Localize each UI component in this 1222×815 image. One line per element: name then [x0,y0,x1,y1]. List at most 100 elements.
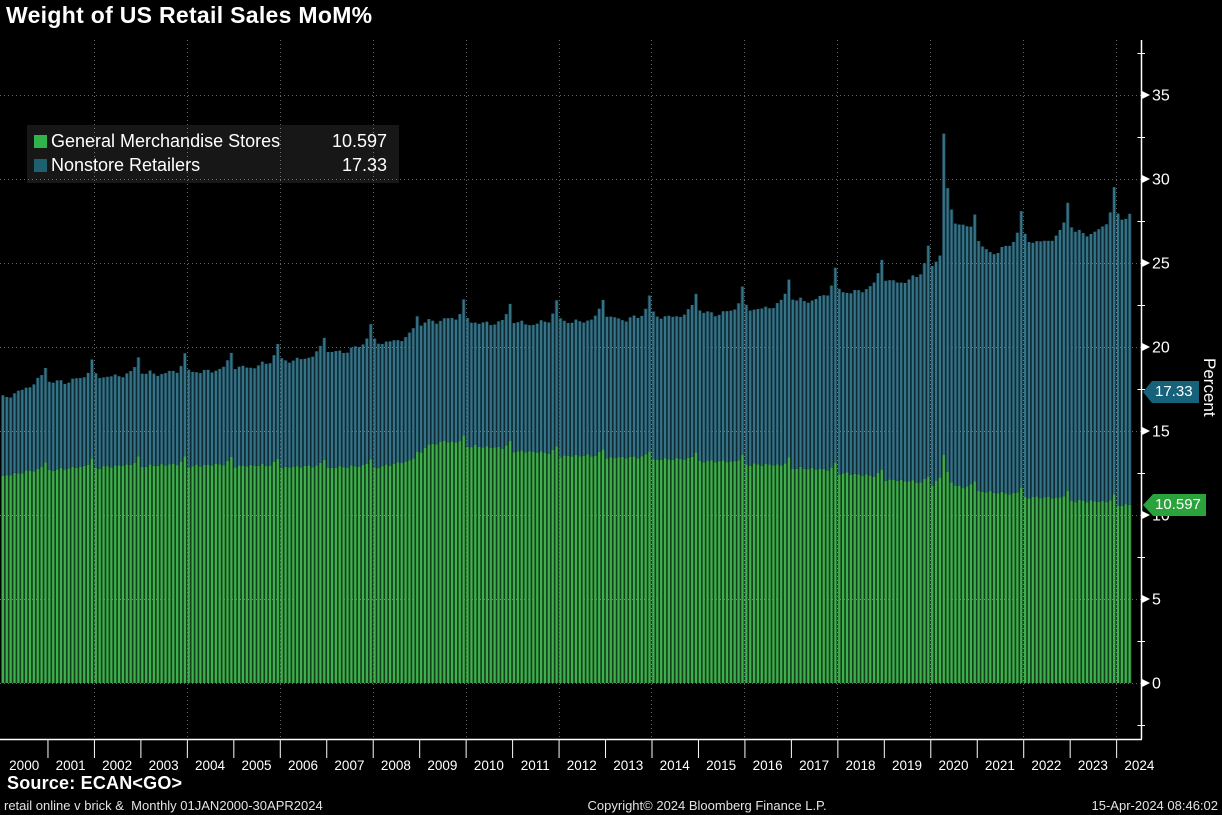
last-value-badge-general-merchandise: 10.597 [1143,494,1206,516]
bar-segment [842,473,845,683]
bar-segment [404,337,407,462]
bar-segment [52,382,55,471]
bar-segment [1078,229,1081,500]
bar-segment [1016,232,1019,493]
bar-segment [141,373,144,467]
x-axis-year-label: 2024 [1124,758,1155,773]
bar-segment [555,300,558,447]
bar-segment [543,452,547,683]
bar-segment [853,473,856,683]
bar-segment [710,312,713,461]
x-axis-year-label: 2016 [753,758,783,773]
bar-segment [776,464,779,683]
bar-segment [117,376,121,466]
bar-segment [412,328,415,459]
bar-segment [512,452,516,683]
bar-segment [207,464,210,683]
bar-segment [148,370,152,465]
bar-segment [303,465,307,683]
bar-segment [1047,240,1050,497]
bar-segment [1051,240,1054,499]
bar-segment [148,464,152,683]
bar-segment [1012,492,1015,683]
bar-segment [985,249,988,493]
bar-segment [369,324,372,460]
bar-segment [582,322,585,456]
bar-segment [869,286,872,476]
bar-segment [160,464,163,683]
bar-segment [830,467,833,683]
bar-segment [350,347,353,466]
bar-segment [718,314,721,462]
bar-segment [323,459,326,683]
bar-segment [1124,504,1127,683]
y-axis-tick-arrow-icon [1141,258,1150,268]
bar-segment [888,280,891,480]
bar-segment [969,226,972,485]
bar-segment [590,319,593,457]
bar-segment [361,464,365,683]
bar-segment [741,286,744,455]
bar-segment [152,373,156,466]
bar-segment [694,293,698,453]
status-timestamp: 15-Apr-2024 08:46:02 [1091,797,1218,813]
bar-segment [1085,502,1089,683]
legend-item-nonstore-retailers[interactable]: Nonstore Retailers 17.33 [34,153,387,177]
bar-segment [427,319,430,445]
bar-segment [241,365,245,466]
bar-segment [381,344,384,467]
bar-segment [234,369,237,468]
bar-segment [377,468,380,683]
bar-segment [218,368,221,465]
bar-segment [358,347,361,467]
bar-segment [752,463,756,683]
legend-item-general-merchandise[interactable]: General Merchandise Stores 10.597 [34,129,387,153]
bar-segment [1101,226,1104,501]
bar-segment [1101,500,1104,683]
bar-segment [907,279,911,482]
bar-segment [795,468,798,683]
bar-segment [1062,222,1065,497]
bar-segment [369,459,372,683]
bar-segment [675,316,678,458]
bar-segment [56,380,59,470]
bar-segment [931,266,934,486]
bar-segment [226,460,229,683]
bar-segment [849,474,852,683]
bar-segment [954,486,957,683]
bar-segment [44,462,47,683]
bar-segment [1039,241,1042,499]
bar-segment [1124,218,1127,505]
bar-segment [481,447,485,683]
bar-segment [191,371,194,467]
bar-segment [1,395,4,476]
bar-segment [861,475,864,683]
bar-segment [400,462,403,683]
bar-segment [609,457,612,683]
bar-segment [67,382,70,469]
bar-segment [524,324,527,453]
bar-segment [783,293,787,464]
y-axis-tick-arrow-icon [1141,594,1150,604]
bar-segment [327,352,330,468]
bar-segment [195,372,198,465]
bar-segment [71,378,74,467]
bar-segment [67,468,70,683]
legend-swatch-nonstore-retailers-icon [34,158,47,172]
series-bars-general-merchandise-stores [1,435,1131,683]
bar-segment [176,372,179,466]
bar-segment [98,468,101,683]
bar-segment [1078,499,1081,683]
bar-segment [799,466,802,683]
bar-segment [106,466,109,683]
bar-segment [1082,500,1085,683]
bar-segment [532,324,535,452]
bar-segment [923,479,926,683]
bar-segment [687,457,690,683]
bar-segment [993,254,996,493]
bar-segment [1031,497,1034,683]
bar-segment [652,459,655,683]
bar-segment [245,466,248,683]
bar-segment [121,465,125,683]
